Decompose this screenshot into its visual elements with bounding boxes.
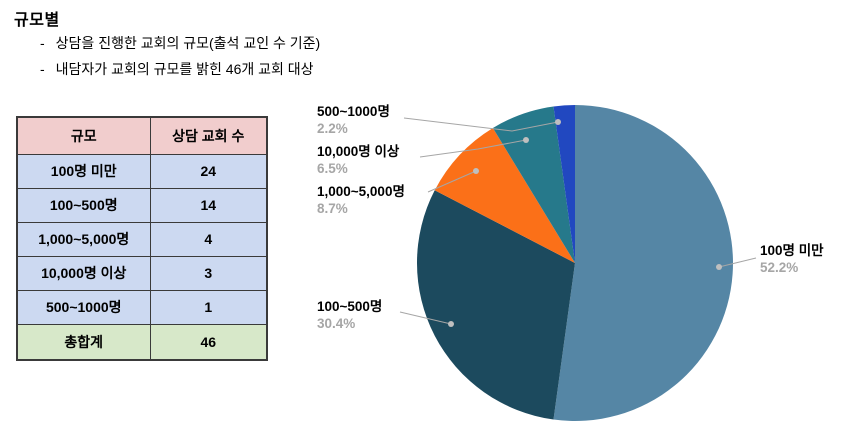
callout-percent: 8.7% — [317, 201, 348, 216]
leader-dot — [716, 264, 722, 270]
col-header-count: 상담 교회 수 — [149, 116, 268, 155]
leader-dots — [448, 119, 722, 327]
leader-line-1000-5000 — [427, 170, 477, 193]
callout-100-under: 100명 미만 52.2% — [760, 242, 824, 276]
count-cell: 4 — [149, 221, 268, 257]
callout-1000-5000: 1,000~5,000명 8.7% — [317, 183, 405, 217]
leader-dot — [523, 137, 529, 143]
leader-line-100-under — [718, 257, 757, 268]
col-header-size: 규모 — [16, 116, 151, 155]
pie-slice-0 — [553, 105, 733, 421]
callout-label: 100명 미만 — [760, 243, 824, 258]
bullet-item: - 내담자가 교회의 규모를 밝힌 46개 교회 대상 — [40, 59, 314, 79]
leader-dot — [448, 321, 454, 327]
callout-percent: 52.2% — [760, 260, 799, 275]
pie-slice-2 — [434, 128, 575, 263]
callout-label: 100~500명 — [317, 299, 383, 314]
callout-label: 500~1000명 — [317, 104, 390, 119]
callout-500-1000: 500~1000명 2.2% — [317, 103, 390, 137]
pie-slice-1 — [416, 190, 575, 420]
leader-dot — [473, 168, 479, 174]
callout-100-500: 100~500명 30.4% — [317, 298, 382, 332]
bullet-text: 상담을 진행한 교회의 규모(출석 교인 수 기준) — [55, 35, 321, 51]
bullet-item: - 상담을 진행한 교회의 규모(출석 교인 수 기준) — [40, 33, 320, 53]
page-title: 규모별 — [14, 12, 60, 29]
bullet-dash: - — [40, 35, 45, 51]
callout-10000-over: 10,000명 이상 6.5% — [317, 143, 399, 177]
count-cell: 1 — [149, 289, 268, 325]
callout-label: 1,000~5,000명 — [317, 184, 405, 199]
leader-line-10000-over — [419, 139, 527, 158]
pie-slice-4 — [553, 105, 575, 263]
church-size-table: 규모 상담 교회 수 100명 미만 24 100~500명 14 1,000~… — [16, 116, 268, 361]
count-cell: 14 — [149, 187, 268, 223]
table-row: 10,000명 이상 3 — [16, 255, 268, 291]
leader-lines — [399, 117, 757, 325]
table-row: 500~1000명 1 — [16, 289, 268, 325]
leader-dot — [555, 119, 561, 125]
table-total-row: 총합계 46 — [16, 323, 268, 361]
table-header-row: 규모 상담 교회 수 — [16, 116, 268, 155]
callout-label: 10,000명 이상 — [317, 144, 400, 159]
leader-line-100-500 — [399, 311, 452, 325]
pie-slice-3 — [492, 106, 575, 263]
bullet-dash: - — [40, 61, 45, 77]
bullet-text: 내담자가 교회의 규모를 밝힌 46개 교회 대상 — [55, 61, 314, 77]
size-cell: 10,000명 이상 — [16, 255, 151, 291]
table-row: 1,000~5,000명 4 — [16, 221, 268, 257]
size-cell: 500~1000명 — [16, 289, 151, 325]
total-count-cell: 46 — [149, 323, 268, 361]
callout-percent: 2.2% — [317, 121, 348, 136]
callout-percent: 30.4% — [317, 316, 356, 331]
total-label-cell: 총합계 — [16, 323, 151, 361]
leader-line-500-1000 — [403, 117, 559, 132]
pie-slices — [416, 105, 733, 421]
callout-percent: 6.5% — [317, 161, 348, 176]
count-cell: 3 — [149, 255, 268, 291]
